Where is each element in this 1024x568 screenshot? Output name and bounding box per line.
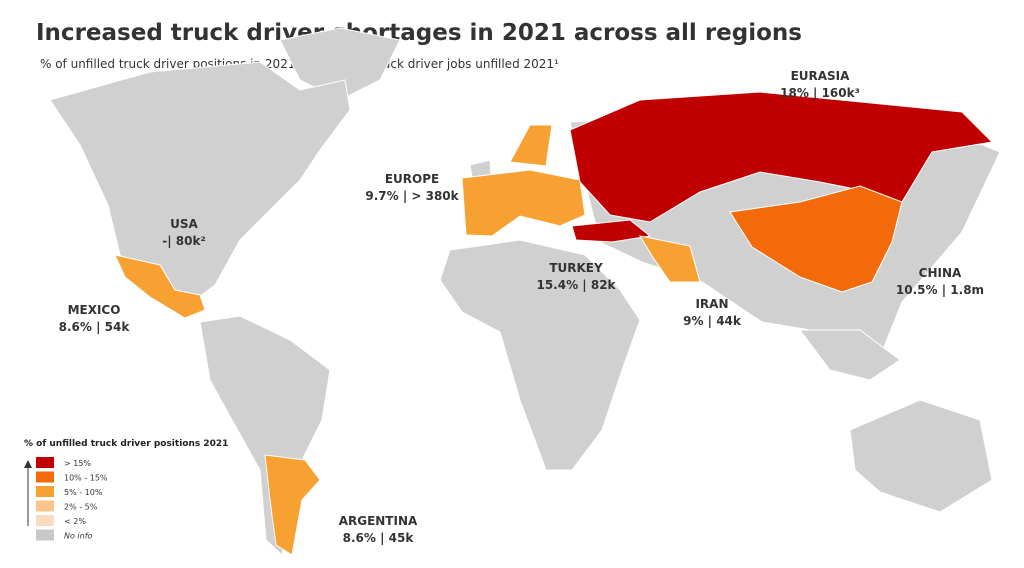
legend: % of unfilled truck driver positions 202… (24, 439, 228, 541)
region-name: EURASIA (791, 69, 851, 83)
world-map (49, 27, 1001, 557)
legend-label: 10% - 15% (64, 474, 108, 483)
region-labels: EURASIA 18% | 160k³ EUROPE 9.7% | > 380k USA… (59, 69, 984, 545)
iran-shape (638, 235, 701, 283)
europe-shape (461, 169, 586, 237)
legend-label: 2% - 5% (64, 503, 98, 512)
legend-label: > 15% (64, 459, 91, 468)
legend-arrowhead (24, 460, 32, 468)
legend-swatch (36, 515, 54, 526)
legend-swatch (36, 457, 54, 468)
legend-label: < 2% (64, 517, 86, 526)
legend-label: No info (64, 532, 93, 541)
legend-swatch (36, 486, 54, 497)
region-value: 8.6% | 45k (343, 531, 415, 545)
turkey-shape (571, 219, 652, 243)
region-name: IRAN (695, 297, 728, 311)
argentina-shape (264, 454, 321, 556)
title: Increased truck driver shortages in 2021… (36, 20, 802, 46)
africa (439, 239, 641, 471)
legend-swatch (36, 471, 54, 483)
region-value: 9.7% | > 380k (365, 189, 459, 203)
south-america (199, 315, 331, 557)
region-value: 9% | 44k (683, 314, 742, 328)
north-america (49, 61, 351, 301)
region-name: USA (170, 217, 198, 231)
scandinavia-shape (509, 124, 553, 167)
china-shape (729, 185, 903, 293)
legend-label: 5% - 10% (64, 488, 103, 497)
legend-swatch (36, 529, 54, 541)
region-name: TURKEY (549, 261, 603, 275)
region-value: 8.6% | 54k (59, 320, 131, 334)
region-name: CHINA (919, 266, 962, 280)
legend-title: % of unfilled truck driver positions 202… (24, 439, 228, 449)
region-value: 10.5% | 1.8m (896, 283, 984, 297)
region-value: -| 80k² (162, 234, 205, 248)
region-value: 18% | 160k³ (780, 86, 860, 100)
mexico-shape (114, 254, 206, 319)
region-name: ARGENTINA (339, 514, 418, 528)
region-name: EUROPE (385, 172, 439, 186)
legend-swatch (36, 500, 54, 512)
region-value: 15.4% | 82k (536, 278, 616, 292)
greenland (279, 27, 401, 101)
southeast-asia (799, 329, 901, 381)
australia (849, 399, 993, 513)
region-name: MEXICO (68, 303, 121, 317)
